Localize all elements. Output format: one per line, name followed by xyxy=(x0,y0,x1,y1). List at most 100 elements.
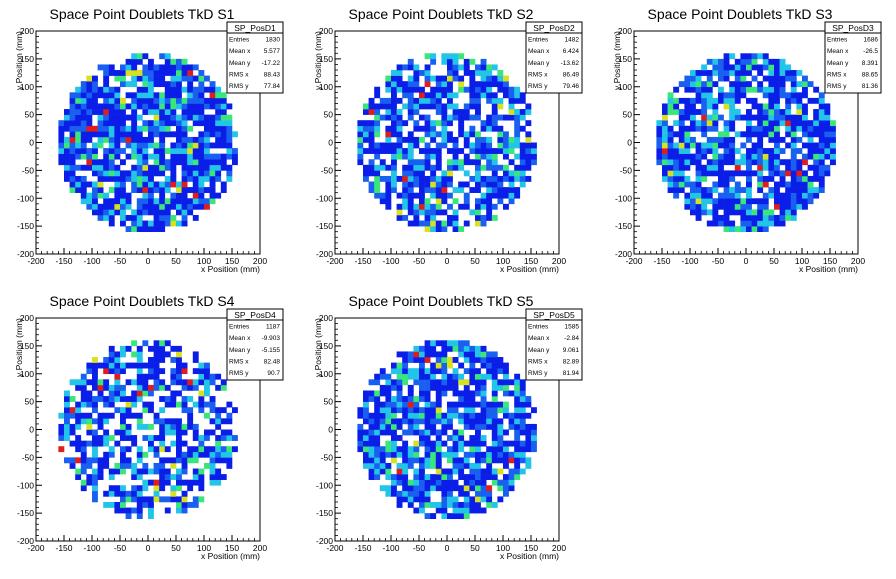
histogram-bin xyxy=(419,379,425,386)
histogram-bin xyxy=(75,131,82,138)
histogram-bin xyxy=(712,153,719,160)
histogram-bin xyxy=(97,86,104,93)
histogram-bin xyxy=(503,368,509,375)
histogram-bin xyxy=(818,109,825,115)
histogram-bin xyxy=(153,81,160,88)
histogram-bin xyxy=(402,181,409,188)
histogram-bin xyxy=(824,170,831,177)
histogram-bin xyxy=(701,203,708,210)
histogram-bin xyxy=(729,192,736,199)
histogram-bin xyxy=(407,131,414,138)
histogram-bin xyxy=(419,490,425,497)
histogram-bin xyxy=(204,97,210,104)
histogram-bin xyxy=(706,75,713,82)
histogram-bin xyxy=(80,92,87,99)
histogram-bin xyxy=(430,220,437,227)
histogram-bin xyxy=(402,379,409,386)
histogram-bin xyxy=(368,142,375,149)
histogram-bin xyxy=(762,75,769,82)
histogram-bin xyxy=(159,187,166,193)
histogram-bin xyxy=(114,501,121,508)
histogram-bin xyxy=(176,58,182,65)
histogram-bin xyxy=(357,159,364,166)
histogram-bin xyxy=(58,125,65,132)
histogram-bin xyxy=(486,120,493,127)
histogram-bin xyxy=(114,351,121,358)
histogram-bin xyxy=(181,203,188,210)
histogram-bin xyxy=(802,181,808,188)
histogram-bin xyxy=(475,368,481,375)
histogram-bin xyxy=(159,81,166,88)
histogram-bin xyxy=(435,407,442,414)
histogram-bin xyxy=(368,396,375,402)
histogram-bin xyxy=(673,170,680,177)
histogram-bin xyxy=(729,136,736,143)
histogram-bin xyxy=(796,92,803,99)
histogram-bin xyxy=(503,114,509,121)
histogram-bin xyxy=(491,192,498,199)
histogram-bin xyxy=(824,153,831,160)
histogram-bin xyxy=(181,462,188,469)
histogram-bin xyxy=(407,58,414,65)
histogram-bin xyxy=(407,170,414,177)
histogram-bin xyxy=(92,496,98,503)
histogram-bin xyxy=(125,435,132,441)
histogram-bin xyxy=(97,379,104,386)
histogram-bin xyxy=(723,159,730,166)
histogram-bin xyxy=(64,418,70,425)
histogram-bin xyxy=(170,423,177,430)
histogram-bin xyxy=(452,496,459,503)
histogram-bin xyxy=(125,407,132,414)
histogram-bin xyxy=(441,142,448,149)
histogram-bin xyxy=(508,86,515,93)
histogram-bin xyxy=(475,429,481,436)
histogram-bin xyxy=(475,479,481,486)
histogram-bin xyxy=(424,64,431,71)
histogram-bin xyxy=(103,357,110,363)
histogram-bin xyxy=(424,373,431,380)
histogram-bin xyxy=(774,159,780,166)
histogram-bin xyxy=(818,159,825,166)
histogram-bin xyxy=(413,468,420,475)
histogram-bin xyxy=(774,142,780,149)
histogram-bin xyxy=(97,109,104,115)
histogram-bin xyxy=(402,103,409,110)
histogram-bin xyxy=(824,164,831,171)
histogram-bin xyxy=(751,86,758,93)
histogram-bin xyxy=(125,131,132,138)
histogram-bin xyxy=(187,164,194,171)
histogram-bin xyxy=(435,109,442,115)
histogram-bin xyxy=(531,423,537,430)
histogram-bin xyxy=(69,457,76,464)
histogram-bin xyxy=(475,490,481,497)
histogram-bin xyxy=(779,214,786,221)
histogram-bin xyxy=(667,125,674,132)
histogram-bin xyxy=(114,75,121,82)
histogram-bin xyxy=(458,446,465,453)
y-tick-label: 150 xyxy=(319,341,333,351)
histogram-bin xyxy=(92,187,98,193)
histogram-bin xyxy=(458,513,465,520)
histogram-bin xyxy=(204,429,210,436)
y-tick-label: -200 xyxy=(615,249,632,259)
histogram-bin xyxy=(463,345,470,352)
histogram-bin xyxy=(170,170,177,177)
histogram-bin xyxy=(435,97,442,104)
histogram-bin xyxy=(452,109,459,115)
histogram-bin xyxy=(447,496,453,503)
histogram-bin xyxy=(148,435,154,441)
histogram-bin xyxy=(226,418,233,425)
histogram-bin xyxy=(452,462,459,469)
histogram-bin xyxy=(463,423,470,430)
histogram-bin xyxy=(108,70,115,76)
histogram-bin xyxy=(131,390,138,397)
histogram-bin xyxy=(757,148,764,154)
histogram-bin xyxy=(667,175,674,182)
histogram-bin xyxy=(181,109,188,115)
histogram-bin xyxy=(667,131,674,138)
histogram-bin xyxy=(469,501,476,508)
histogram-bin xyxy=(396,368,403,375)
histogram-bin xyxy=(690,81,696,88)
histogram-bin xyxy=(413,485,420,492)
